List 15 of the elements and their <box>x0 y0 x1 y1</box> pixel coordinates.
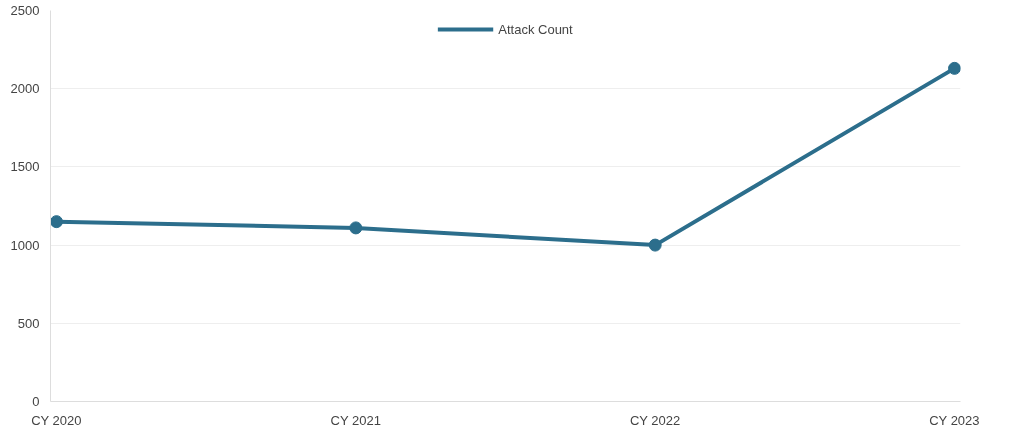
point <box>948 61 961 75</box>
point <box>50 215 63 229</box>
x-tick-label: CY 2021 <box>330 412 381 428</box>
x-tick-label: CY 2022 <box>629 412 681 428</box>
y-tick-label: 1500 <box>10 159 40 175</box>
legend-label: Attack Count <box>498 21 573 37</box>
x-tick-label: CY 2023 <box>929 412 980 428</box>
y-tick-label: 1000 <box>10 237 40 253</box>
y-tick-label: 2500 <box>10 3 40 18</box>
y-tick-label: 500 <box>17 315 40 331</box>
point <box>648 238 662 252</box>
point <box>349 221 363 235</box>
y-tick-label: 0 <box>32 394 40 409</box>
y-tick-label: 2000 <box>10 81 40 97</box>
x-tick-label: CY 2020 <box>31 412 82 428</box>
